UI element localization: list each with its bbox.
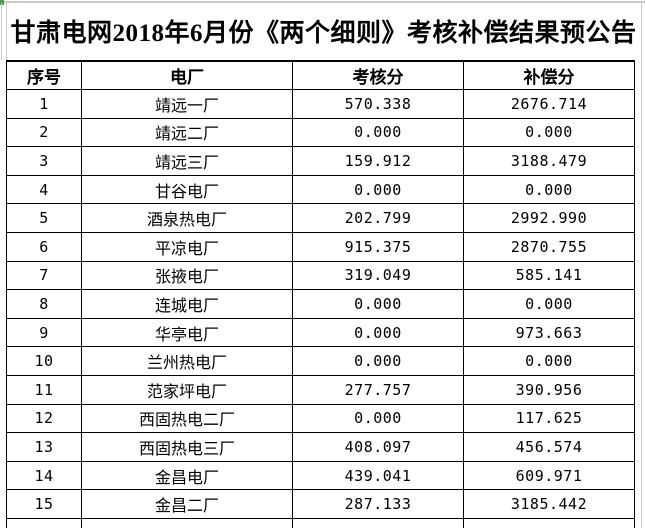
results-table-container: 序号 电厂 考核分 补偿分 1 靖远一厂 570.338 2676.714 2 … [6,60,636,528]
cell-index: 6 [6,231,82,262]
cell-assessment-score: 570.338 [292,89,464,119]
cell-assessment-score: 159.912 [292,146,464,176]
table-row: 5 酒泉热电厂 202.799 2992.990 [6,203,635,233]
cell-assessment-score: 0.000 [292,174,464,205]
cell-assessment-score: 408.097 [292,432,464,462]
cell-plant-name: 张掖电厂 [81,260,293,291]
table-row: 3 靖远三厂 159.912 3188.479 [6,146,635,176]
column-header-assessment: 考核分 [292,60,464,90]
cell-assessment-score: 202.799 [292,203,464,233]
cell-index: 10 [6,346,82,376]
cell-index: 2 [6,117,82,148]
table-row: 4 甘谷电厂 0.000 0.000 [6,174,635,205]
cell-compensation-score: 2992.990 [463,203,635,233]
cell-index: 7 [6,260,82,291]
cell-compensation-score: 0.000 [463,346,635,376]
table-row [6,517,635,528]
cell-index: 14 [6,460,82,491]
cell-index: 15 [6,489,82,519]
cell-index: 9 [6,317,82,348]
cell-index: 3 [6,146,82,176]
cell-compensation-score: 390.956 [463,374,635,405]
cell-assessment-score: 0.000 [292,346,464,376]
cell-assessment-score: 319.049 [292,260,464,291]
table-row: 11 范家坪电厂 277.757 390.956 [6,374,635,405]
cell-compensation-score: 585.141 [463,260,635,291]
table-row: 15 金昌二厂 287.133 3185.442 [6,489,635,519]
title-cell-left-border [6,3,7,60]
cell-plant-name: 范家坪电厂 [81,374,293,405]
table-row: 1 靖远一厂 570.338 2676.714 [6,89,635,119]
cell-index [6,517,82,528]
column-header-plant: 电厂 [81,60,293,90]
cell-assessment-score [292,517,464,528]
table-row: 12 西固热电二厂 0.000 117.625 [6,403,635,434]
cell-compensation-score: 2676.714 [463,89,635,119]
cell-plant-name: 西固热电三厂 [81,432,293,462]
header-row: 序号 电厂 考核分 补偿分 [6,60,635,90]
cell-plant-name: 连城电厂 [81,289,293,319]
cell-plant-name: 华亭电厂 [81,317,293,348]
cell-assessment-score: 277.757 [292,374,464,405]
cell-index: 8 [6,289,82,319]
cell-plant-name: 靖远三厂 [81,146,293,176]
cell-plant-name: 甘谷电厂 [81,174,293,205]
table-row: 10 兰州热电厂 0.000 0.000 [6,346,635,376]
cell-assessment-score: 0.000 [292,289,464,319]
table-row: 13 西固热电三厂 408.097 456.574 [6,432,635,462]
cell-compensation-score: 0.000 [463,289,635,319]
page-title: 甘肃电网2018年6月份《两个细则》考核补偿结果预公告 [10,20,637,47]
left-gridline [1,3,2,60]
cell-compensation-score: 2870.755 [463,231,635,262]
cell-assessment-score: 0.000 [292,317,464,348]
column-header-index: 序号 [6,60,82,90]
cell-plant-name: 靖远二厂 [81,117,293,148]
cell-compensation-score: 3185.442 [463,489,635,519]
cell-index: 5 [6,203,82,233]
table-header: 序号 电厂 考核分 补偿分 [6,60,635,90]
top-gridline [0,1,645,3]
table-row: 2 靖远二厂 0.000 0.000 [6,117,635,148]
cell-plant-name: 西固热电二厂 [81,403,293,434]
cell-compensation-score: 609.971 [463,460,635,491]
cell-compensation-score [463,517,635,528]
cell-plant-name: 平凉电厂 [81,231,293,262]
cell-compensation-score: 973.663 [463,317,635,348]
table-body: 1 靖远一厂 570.338 2676.714 2 靖远二厂 0.000 0.0… [6,89,635,528]
cell-index: 12 [6,403,82,434]
cell-plant-name: 兰州热电厂 [81,346,293,376]
column-header-compensation: 补偿分 [463,60,635,90]
cell-compensation-score: 456.574 [463,432,635,462]
cell-index: 4 [6,174,82,205]
cell-assessment-score: 0.000 [292,403,464,434]
cell-compensation-score: 0.000 [463,117,635,148]
results-table: 序号 电厂 考核分 补偿分 1 靖远一厂 570.338 2676.714 2 … [6,60,635,528]
cell-assessment-score: 439.041 [292,460,464,491]
cell-plant-name: 靖远一厂 [81,89,293,119]
cell-compensation-score: 117.625 [463,403,635,434]
cell-compensation-score: 0.000 [463,174,635,205]
cell-plant-name [81,517,293,528]
cell-index: 13 [6,432,82,462]
cell-index: 11 [6,374,82,405]
table-row: 6 平凉电厂 915.375 2870.755 [6,231,635,262]
table-row: 8 连城电厂 0.000 0.000 [6,289,635,319]
table-row: 7 张掖电厂 319.049 585.141 [6,260,635,291]
cell-assessment-score: 0.000 [292,117,464,148]
cell-plant-name: 金昌二厂 [81,489,293,519]
cell-assessment-score: 915.375 [292,231,464,262]
cell-index: 1 [6,89,82,119]
table-row: 14 金昌电厂 439.041 609.971 [6,460,635,491]
table-row: 9 华亭电厂 0.000 973.663 [6,317,635,348]
right-gridline [641,1,642,528]
green-corner-mark [0,0,4,5]
cell-assessment-score: 287.133 [292,489,464,519]
cell-plant-name: 金昌电厂 [81,460,293,491]
cell-plant-name: 酒泉热电厂 [81,203,293,233]
cell-compensation-score: 3188.479 [463,146,635,176]
